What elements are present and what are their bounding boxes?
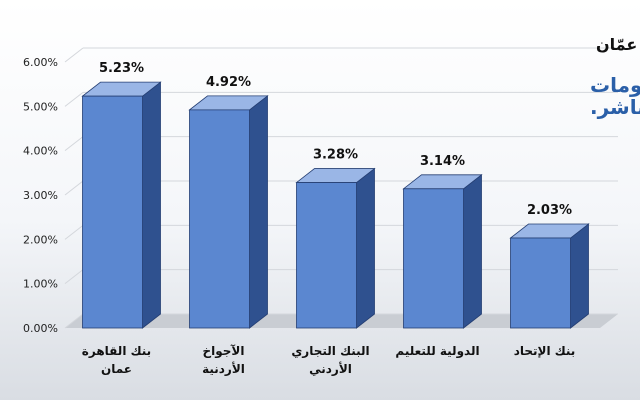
x-tick-label-line: البنك التجاري bbox=[291, 344, 369, 358]
gridline-depth bbox=[64, 91, 84, 107]
bar-side bbox=[463, 173, 482, 329]
bar bbox=[403, 188, 464, 329]
y-tick-label: 5.00% bbox=[23, 100, 58, 113]
gridline-depth bbox=[64, 136, 84, 152]
logo-line1: معلومات bbox=[590, 73, 640, 97]
x-tick-label: البنك التجاري الأردني bbox=[291, 344, 369, 376]
bar bbox=[296, 182, 357, 329]
logo-line2: مباشر. bbox=[590, 95, 640, 119]
data-label: 3.14% bbox=[420, 154, 465, 169]
bar-side bbox=[356, 167, 375, 329]
gridline-depth bbox=[64, 313, 84, 329]
bar-side bbox=[570, 223, 589, 329]
bar-side bbox=[249, 95, 268, 329]
x-tick-label: بنك القاهرة عمان bbox=[82, 344, 151, 376]
data-label: 4.92% bbox=[206, 75, 251, 90]
y-tick-label: 3.00% bbox=[23, 189, 58, 202]
x-tick-label: الدولية للتعليم bbox=[395, 344, 479, 359]
x-tick-label: بنك الإتحاد bbox=[514, 344, 576, 358]
y-tick-label: 0.00% bbox=[23, 322, 58, 335]
data-label: 3.28% bbox=[313, 148, 358, 163]
x-tick-label-line: بنك الإتحاد bbox=[514, 344, 576, 358]
y-tick-label: 6.00% bbox=[23, 56, 58, 69]
x-tick-label-line: الآجواخ bbox=[203, 344, 245, 359]
data-label: 5.23% bbox=[99, 61, 144, 76]
chart-title: أكثر 5 أسهم رابحة ببورصة عمّان bbox=[596, 34, 640, 54]
bar bbox=[189, 109, 250, 329]
gridline-depth bbox=[64, 269, 84, 285]
gridline-depth bbox=[64, 47, 84, 63]
bar bbox=[510, 237, 571, 329]
x-tick-label-line: الدولية للتعليم bbox=[395, 344, 479, 359]
bar bbox=[82, 95, 143, 329]
x-tick-label-line: الأردني bbox=[309, 361, 352, 376]
x-tick-label-line: بنك القاهرة bbox=[82, 344, 151, 358]
x-tick-label-line: الأردنية bbox=[202, 361, 245, 376]
x-tick-label: الآجواخ الأردنية bbox=[202, 344, 245, 376]
y-tick-label: 4.00% bbox=[23, 145, 58, 158]
gridline-depth bbox=[64, 180, 84, 196]
gridline-depth bbox=[64, 224, 84, 240]
y-tick-label: 2.00% bbox=[23, 233, 58, 246]
bar-side bbox=[142, 81, 161, 329]
data-label: 2.03% bbox=[527, 203, 572, 218]
x-tick-label-line: عمان bbox=[101, 362, 132, 376]
y-tick-label: 1.00% bbox=[23, 278, 58, 291]
